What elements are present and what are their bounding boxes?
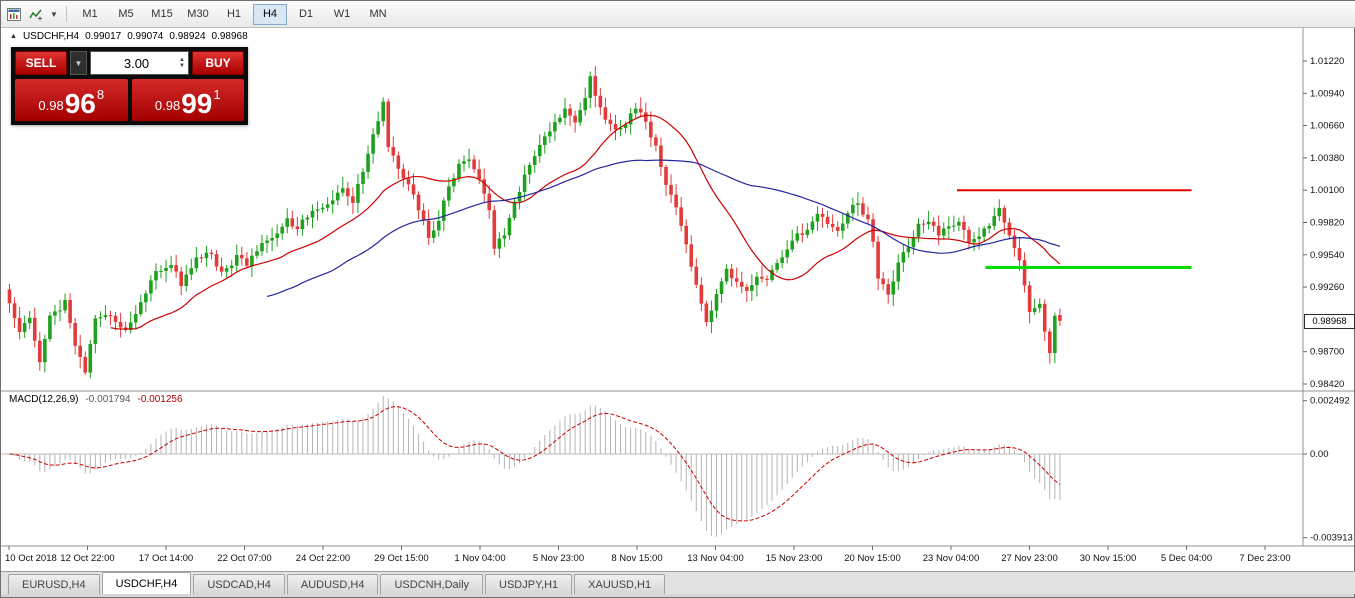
symbol-tab-audusd[interactable]: AUDUSD,H4	[286, 574, 379, 594]
time-axis-label: 20 Nov 15:00	[844, 553, 901, 564]
candlestick-chart: 1.01220 1.00940 1.00660 1.00380 1.00100 0.998…	[1, 28, 1354, 564]
symbol-tab-usdjpy[interactable]: USDJPY,H1	[485, 574, 573, 594]
price-axis-label: 1.00380	[1310, 153, 1344, 164]
time-axis-label: 1 Nov 04:00	[454, 553, 505, 564]
timeframe-button-d1[interactable]: D1	[298, 8, 314, 20]
current-price-tag: 0.98968	[1304, 313, 1355, 329]
timeframe-bar: M1 M5 M15 M30 H1 H4 D1 W1 MN	[73, 3, 397, 25]
symbol-tab-xauusd[interactable]: XAUUSD,H1	[574, 574, 666, 594]
time-axis-label: 23 Nov 04:00	[923, 553, 980, 564]
toolbar-separator	[66, 6, 67, 22]
buy-price-prefix: 0.98	[154, 98, 181, 113]
macd-label: MACD(12,26,9)	[9, 394, 79, 405]
trade-options-dropdown-icon[interactable]: ▼	[70, 51, 87, 75]
one-click-trading-panel: SELL ▼ 3.00 ▲ ▼ BUY 0.98 96 8	[11, 47, 248, 125]
price-axis-label: 1.00940	[1310, 88, 1344, 99]
macd-header: MACD(12,26,9) -0.001794 -0.001256	[9, 394, 183, 405]
timeframe-button-mn[interactable]: MN	[369, 8, 387, 20]
sell-price-prefix: 0.98	[38, 98, 64, 113]
ma-slow-line	[266, 159, 1061, 297]
volume-input[interactable]: 3.00 ▲ ▼	[90, 51, 189, 75]
ma-fast-line	[110, 114, 1061, 330]
price-axis-label: 0.98700	[1310, 347, 1344, 358]
collapse-triangle-icon[interactable]: ▲	[10, 33, 17, 40]
symbol-tab-usdchf[interactable]: USDCHF,H4	[101, 572, 192, 594]
buy-price-pips: 99	[181, 88, 213, 119]
indicators-glyph	[29, 9, 42, 20]
time-axis-label: 30 Nov 15:00	[1080, 553, 1137, 564]
time-axis-label: 15 Nov 23:00	[766, 553, 823, 564]
buy-price-button[interactable]: 0.98 99 1	[131, 79, 244, 121]
symbol-tabs-bar: EURUSD,H4 USDCHF,H4 USDCAD,H4 AUDUSD,H4 USDC…	[1, 571, 1355, 594]
symbol-period-label: USDCHF,H4	[22, 31, 80, 42]
chart-window-icon[interactable]	[4, 5, 24, 23]
toolbar: ▼ M1 M5 M15 M30 H1 H4 D1 W1 MN	[1, 1, 1355, 28]
window-bottom-strip	[1, 594, 1354, 597]
price-axis-label: 0.99540	[1310, 250, 1344, 261]
time-axis-label: 10 Oct 2018	[5, 553, 57, 564]
macd-axis-label: -0.003913	[1310, 533, 1353, 544]
time-axis-label: 24 Oct 22:00	[296, 553, 350, 564]
symbol-tab-eurusd[interactable]: EURUSD,H4	[8, 574, 100, 594]
timeframe-button-m1[interactable]: M1	[82, 8, 98, 20]
indicators-icon[interactable]	[26, 5, 46, 23]
time-axis-label: 17 Oct 14:00	[139, 553, 193, 564]
macd-signal-value: -0.001256	[137, 394, 183, 405]
close-value: 0.98968	[211, 31, 248, 42]
dropdown-arrow-icon[interactable]: ▼	[50, 9, 58, 19]
timeframe-button-h4[interactable]: H4	[253, 3, 287, 25]
ohlc-header: ▲ USDCHF,H4 0.99017 0.99074 0.98924 0.98…	[10, 31, 248, 42]
volume-decrease-icon[interactable]: ▼	[179, 63, 185, 69]
price-axis-label: 1.01220	[1310, 56, 1344, 67]
sell-price-point: 8	[96, 87, 105, 102]
time-axis-label: 8 Nov 15:00	[611, 553, 662, 564]
buy-price-point: 1	[213, 87, 221, 102]
volume-spinner: ▲ ▼	[179, 57, 185, 69]
macd-axis-label: 0.00	[1310, 449, 1329, 460]
timeframe-button-w1[interactable]: W1	[333, 8, 351, 20]
macd-main-value: -0.001794	[85, 394, 131, 405]
chart-window-glyph	[7, 7, 21, 21]
timeframe-button-m30[interactable]: M30	[187, 8, 209, 20]
macd-axis-label: 0.002492	[1310, 396, 1350, 407]
price-axis-label: 0.99820	[1310, 218, 1344, 229]
price-axis-label: 1.00100	[1310, 185, 1344, 196]
volume-increase-icon[interactable]: ▲	[179, 57, 185, 63]
timeframe-button-m15[interactable]: M15	[151, 8, 173, 20]
time-axis-label: 22 Oct 07:00	[217, 553, 271, 564]
price-axis-label: 1.00660	[1310, 121, 1344, 132]
price-axis-label: 0.99260	[1310, 282, 1344, 293]
timeframe-button-h1[interactable]: H1	[226, 8, 242, 20]
sell-price-button[interactable]: 0.98 96 8	[15, 79, 128, 121]
chart-area: 1.01220 1.00940 1.00660 1.00380 1.00100 0.998…	[1, 28, 1355, 570]
time-axis-label: 5 Nov 23:00	[533, 553, 584, 564]
time-axis-label: 29 Oct 15:00	[374, 553, 428, 564]
time-axis-label: 13 Nov 04:00	[687, 553, 744, 564]
time-axis-label: 7 Dec 23:00	[1239, 553, 1290, 564]
buy-button[interactable]: BUY	[192, 51, 244, 75]
macd-signal-line	[9, 406, 1061, 522]
macd-histogram	[14, 396, 1061, 537]
sell-button[interactable]: SELL	[15, 51, 67, 75]
time-axis-label: 27 Nov 23:00	[1001, 553, 1058, 564]
symbol-tab-usdcnh[interactable]: USDCNH,Daily	[380, 574, 484, 594]
time-axis-label: 12 Oct 22:00	[60, 553, 114, 564]
time-axis-label: 5 Dec 04:00	[1161, 553, 1212, 564]
price-axis-label: 0.98420	[1310, 379, 1344, 390]
volume-value: 3.00	[123, 55, 150, 71]
symbol-tab-usdcad[interactable]: USDCAD,H4	[193, 574, 285, 594]
high-value: 0.99074	[127, 31, 164, 42]
low-value: 0.98924	[169, 31, 206, 42]
timeframe-button-m5[interactable]: M5	[118, 8, 134, 20]
open-value: 0.99017	[85, 31, 122, 42]
sell-price-pips: 96	[64, 88, 96, 119]
